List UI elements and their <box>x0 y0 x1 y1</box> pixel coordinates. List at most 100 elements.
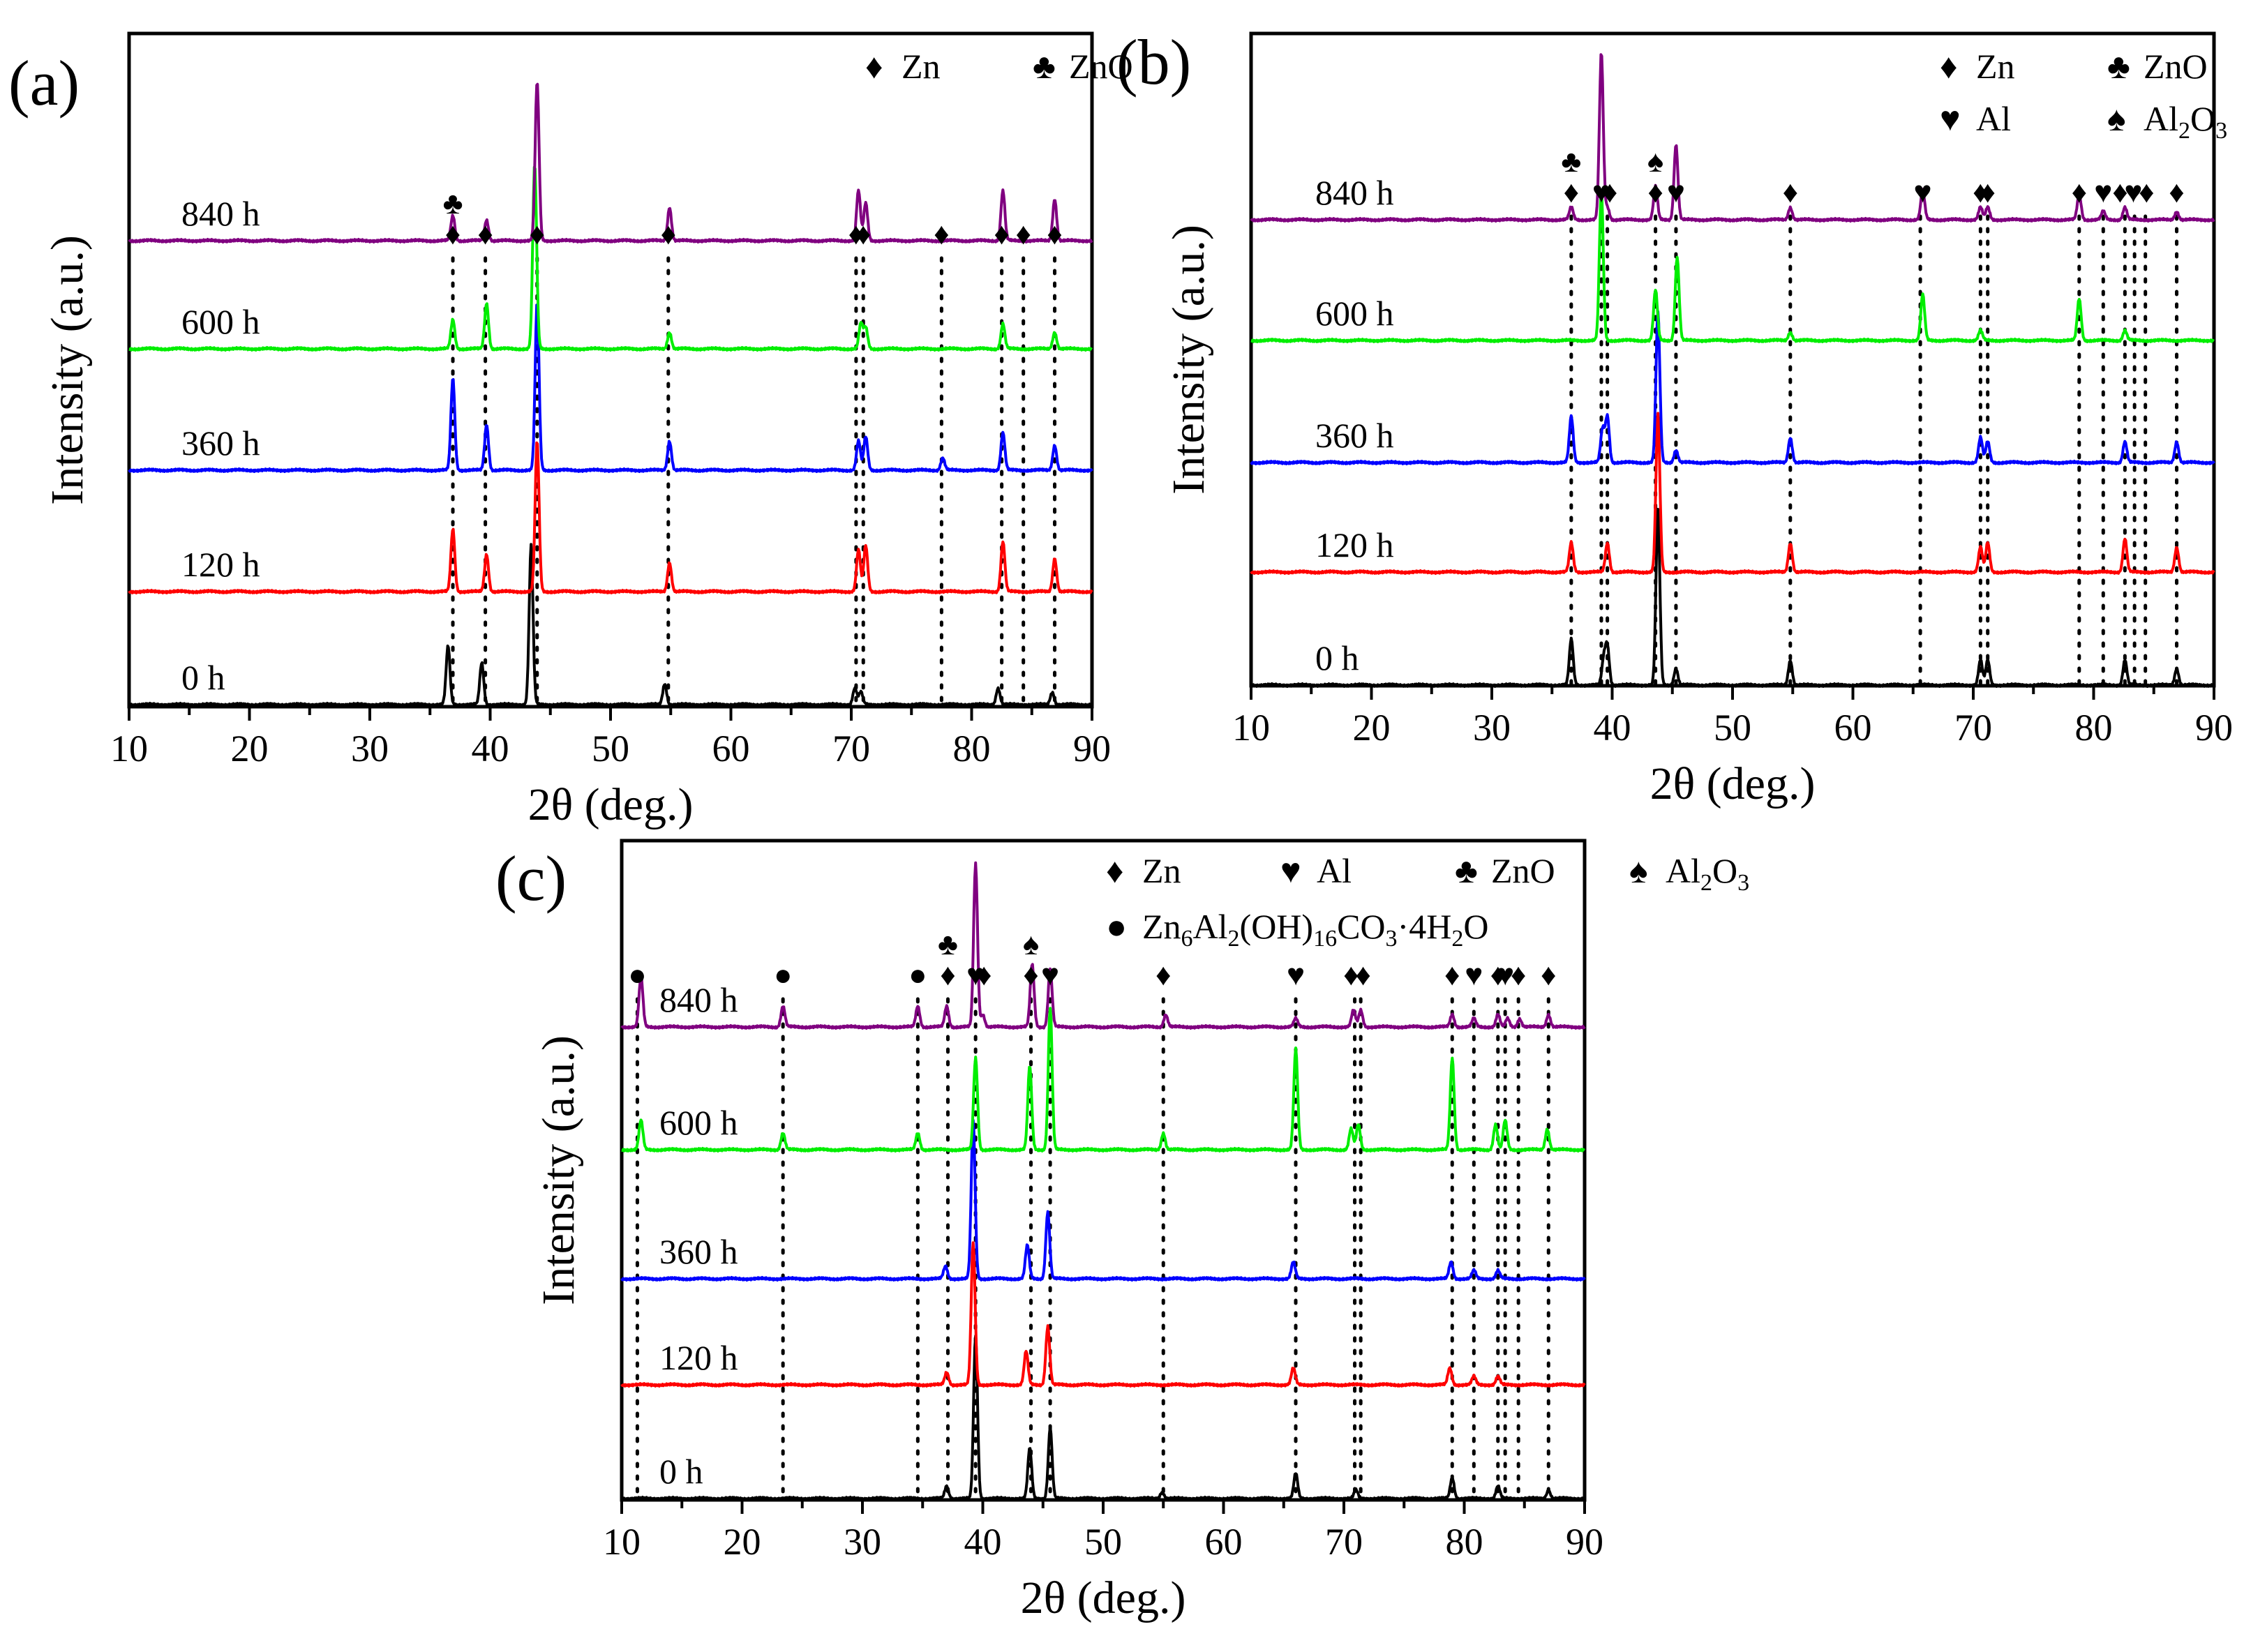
x-tick-label: 60 <box>1834 707 1872 749</box>
y-axis-label: Intensity (a.u.) <box>42 235 93 505</box>
x-tick-label: 60 <box>712 728 750 769</box>
phase-marker: ♦ <box>1973 175 1988 209</box>
x-axis-label: 2θ (deg.) <box>528 779 694 830</box>
series-label: 120 h <box>659 1338 738 1377</box>
legend-label: Zn <box>1142 851 1181 890</box>
phase-marker: ♥ <box>1496 958 1514 992</box>
legend-label: ZnO <box>2144 47 2208 86</box>
legend-label: Al2​O3​ <box>2144 99 2227 144</box>
legend-marker: ♠ <box>1629 851 1648 890</box>
phase-marker: ♥ <box>966 958 985 992</box>
series-line-0h <box>621 1334 1585 1501</box>
phase-marker: ♦ <box>445 217 461 251</box>
phase-marker: ♥ <box>2124 175 2142 209</box>
phase-marker: ● <box>908 958 927 992</box>
x-tick-label: 80 <box>2075 707 2113 749</box>
x-tick-label: 10 <box>1232 707 1270 749</box>
y-axis-label: Intensity (a.u.) <box>533 1035 584 1305</box>
legend-label: Zn <box>1976 47 2015 86</box>
phase-marker: ♥ <box>2094 175 2112 209</box>
series-line-840h <box>1250 53 2215 223</box>
series-line-120h <box>1250 412 2215 575</box>
series-label: 360 h <box>659 1232 738 1271</box>
legend-marker: ♣ <box>1455 851 1478 890</box>
series-line-120h <box>620 1241 1586 1388</box>
series-label: 0 h <box>181 658 225 697</box>
phase-marker: ♣ <box>443 186 463 220</box>
phase-marker: ♣ <box>1561 144 1581 179</box>
x-tick-label: 90 <box>2195 707 2233 749</box>
x-tick-label: 10 <box>110 728 148 769</box>
phase-marker: ♥ <box>1465 958 1483 992</box>
x-tick-label: 90 <box>1566 1521 1603 1563</box>
x-tick-label: 30 <box>1473 707 1511 749</box>
phase-marker: ♦ <box>530 217 545 251</box>
legend-marker: ♦ <box>1106 851 1124 890</box>
panel-letter: (a) <box>8 47 80 119</box>
series-line-120h <box>128 441 1093 594</box>
phase-marker: ♦ <box>1155 958 1171 992</box>
panel-letter: (c) <box>495 843 567 914</box>
x-tick-label: 90 <box>1073 728 1111 769</box>
series-label: 840 h <box>659 980 738 1019</box>
phase-marker: ♦ <box>2112 175 2127 209</box>
phase-marker: ♦ <box>1047 217 1062 251</box>
legend-label: ZnO <box>1069 47 1133 86</box>
phase-marker: ● <box>628 958 647 992</box>
legend-marker: ♥ <box>1940 99 1961 138</box>
phase-marker: ♦ <box>1490 958 1506 992</box>
xrd-panel-a: (a) 10 20 30 40 50 60 70 80 90 2θ (deg.) Intensity … <box>8 31 1133 830</box>
legend-marker: ♣ <box>2107 47 2130 86</box>
phase-marker: ♠ <box>1647 144 1663 179</box>
series-label: 840 h <box>181 194 260 233</box>
phase-marker: ♦ <box>976 958 992 992</box>
series-line-0h <box>1250 508 2215 688</box>
phase-marker: ♦ <box>1015 217 1031 251</box>
series-line-840h <box>128 82 1093 243</box>
series-label: 120 h <box>1315 525 1394 564</box>
phase-marker: ♦ <box>940 958 955 992</box>
x-tick-label: 40 <box>1594 707 1631 749</box>
phase-marker: ♦ <box>1355 958 1370 992</box>
x-tick-label: 20 <box>231 728 269 769</box>
series-label: 600 h <box>1315 294 1394 333</box>
series-line-360h <box>1250 310 2215 465</box>
phase-marker: ♦ <box>1343 958 1359 992</box>
series-label: 360 h <box>1315 416 1394 455</box>
x-axis-label: 2θ (deg.) <box>1021 1572 1186 1623</box>
plot-frame <box>1249 31 2216 688</box>
x-tick-label: 40 <box>472 728 509 769</box>
legend-label: Al <box>1976 99 2011 138</box>
phase-marker: ♦ <box>661 217 676 251</box>
phase-marker: ♥ <box>1913 175 1931 209</box>
phase-marker: ♠ <box>1023 927 1039 961</box>
x-tick-label: 20 <box>1353 707 1391 749</box>
series-label: 600 h <box>659 1103 738 1142</box>
phase-marker: ♦ <box>2072 175 2087 209</box>
x-axis-label: 2θ (deg.) <box>1650 758 1816 809</box>
series-label: 0 h <box>659 1452 703 1491</box>
x-tick-label: 30 <box>844 1521 881 1563</box>
legend-label: Al <box>1317 851 1352 890</box>
phase-marker: ♦ <box>2169 175 2184 209</box>
x-tick-label: 50 <box>1714 707 1751 749</box>
x-tick-label: 80 <box>953 728 991 769</box>
series-line-600h <box>1250 190 2215 343</box>
legend-marker: ♦ <box>1940 47 1958 86</box>
phase-marker: ♦ <box>848 217 864 251</box>
plot-frame <box>127 31 1094 709</box>
legend-label: Zn <box>902 47 941 86</box>
panel-letter: (b) <box>1116 27 1191 98</box>
phase-marker: ♦ <box>1444 958 1460 992</box>
series-line-0h <box>128 543 1093 707</box>
phase-marker: ♦ <box>1647 175 1663 209</box>
legend-label: Al2​O3​ <box>1666 851 1749 896</box>
phase-marker: ♣ <box>938 927 958 961</box>
x-tick-label: 30 <box>351 728 389 769</box>
x-tick-label: 60 <box>1205 1521 1243 1563</box>
phase-marker: ♦ <box>1564 175 1579 209</box>
legend-marker: ● <box>1106 907 1127 946</box>
phase-marker: ♦ <box>1511 958 1526 992</box>
series-line-360h <box>620 1118 1586 1282</box>
